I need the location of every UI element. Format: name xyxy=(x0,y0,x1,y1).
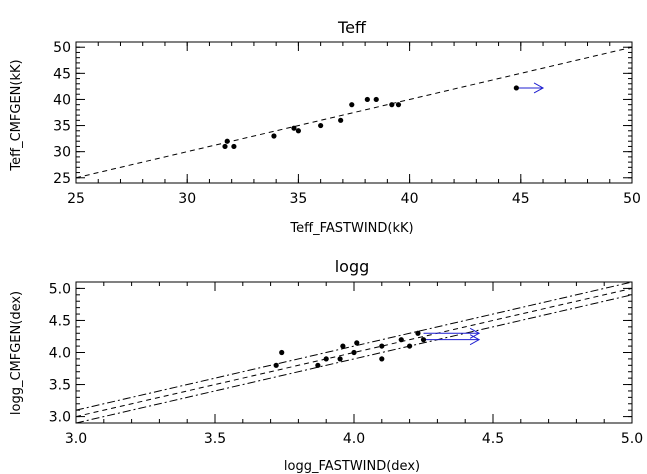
logg-xlabel: logg_FASTWIND(dex) xyxy=(284,459,420,474)
teff-title: Teff xyxy=(337,18,367,37)
logg-data-point xyxy=(420,337,427,343)
logg-ylabel: logg_CMFGEN(dex) xyxy=(9,291,24,415)
teff-plot-area xyxy=(76,46,632,179)
logg-reference-line xyxy=(76,294,632,423)
logg-y-tick-label: 3.0 xyxy=(49,410,71,426)
teff-x-tick-label: 40 xyxy=(401,191,419,207)
logg-data-point xyxy=(340,343,346,349)
logg-data-point xyxy=(337,356,343,362)
teff-data-point xyxy=(389,102,395,108)
teff-xlabel: Teff_FASTWIND(kK) xyxy=(289,221,413,236)
teff-x-tick-label: 25 xyxy=(67,191,85,207)
teff-y-tick-label: 25 xyxy=(53,171,71,187)
teff-data-point xyxy=(271,133,277,139)
teff-data-point xyxy=(364,96,370,103)
teff-panel: Teff Teff_FASTWIND(kK) Teff_CMFGEN(kK) xyxy=(9,18,633,236)
logg-data-point xyxy=(398,337,404,343)
teff-y-tick-label: 50 xyxy=(53,40,71,56)
teff-y-tick-label: 45 xyxy=(53,66,71,82)
logg-data-point xyxy=(354,340,360,346)
teff-data-point xyxy=(395,102,402,108)
teff-x-tick-label: 35 xyxy=(289,191,307,207)
logg-data-point xyxy=(379,343,385,349)
teff-data-point xyxy=(318,122,324,129)
logg-x-tick-label: 5.0 xyxy=(621,431,643,447)
teff-x-tick-label: 30 xyxy=(178,191,196,207)
logg-data-point xyxy=(379,356,385,362)
logg-x-tick-label: 3.0 xyxy=(65,431,87,447)
teff-data-point xyxy=(222,143,228,150)
logg-y-tick-label: 4.5 xyxy=(49,313,71,329)
teff-data-point xyxy=(291,125,297,131)
teff-y-tick-label: 40 xyxy=(53,92,71,108)
logg-data-point xyxy=(407,343,413,349)
logg-x-tick-label: 4.5 xyxy=(482,431,504,447)
logg-data-point xyxy=(415,330,421,336)
teff-data-point xyxy=(224,138,230,144)
teff-data-point xyxy=(349,102,355,108)
logg-data-point xyxy=(279,349,285,356)
teff-frame xyxy=(75,41,633,184)
teff-x-tick-label: 50 xyxy=(623,191,641,207)
teff-y-tick-label: 35 xyxy=(53,119,71,135)
logg-reference-line xyxy=(76,282,632,411)
teff-data-point xyxy=(373,96,379,103)
logg-y-tick-label: 4.0 xyxy=(49,346,71,362)
teff-limit-arrowhead xyxy=(533,82,545,94)
logg-data-point xyxy=(273,362,279,368)
teff-data-point xyxy=(295,128,301,134)
logg-data-point xyxy=(315,362,321,368)
teff-x-tick-label: 45 xyxy=(512,191,530,207)
teff-y-tick-label: 30 xyxy=(53,145,71,161)
teff-data-point xyxy=(513,85,519,91)
teff-data-point xyxy=(338,117,344,123)
teff-data-point xyxy=(231,143,237,150)
logg-data-point xyxy=(351,349,357,356)
logg-x-tick-label: 4.0 xyxy=(343,431,365,447)
teff-ylabel: Teff_CMFGEN(kK) xyxy=(9,59,24,171)
teff-reference-line xyxy=(76,46,632,179)
logg-panel: logg logg_FASTWIND(dex) logg_CMFGEN(dex) xyxy=(9,257,633,474)
logg-title: logg xyxy=(335,257,370,276)
logg-plot-area xyxy=(76,282,632,423)
logg-data-point xyxy=(323,356,329,362)
logg-limit-arrowhead xyxy=(469,334,481,346)
logg-x-tick-label: 3.5 xyxy=(204,431,226,447)
logg-y-tick-label: 3.5 xyxy=(49,378,71,394)
logg-y-tick-label: 5.0 xyxy=(49,281,71,297)
